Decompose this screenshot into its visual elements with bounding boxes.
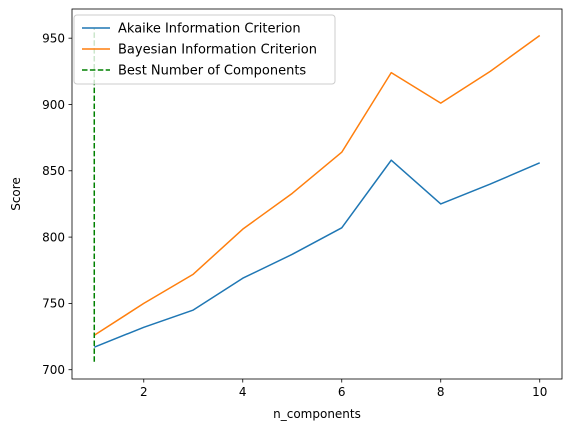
x-tick-label: 6 (338, 385, 346, 399)
y-tick-label: 950 (42, 31, 65, 45)
legend-entry-best-label: Best Number of Components (118, 64, 306, 79)
y-axis-label: Score (9, 177, 23, 211)
series-line-aic (93, 159, 541, 348)
y-tick-label: 900 (42, 98, 65, 112)
y-tick-label: 750 (42, 297, 65, 311)
y-tick-label: 700 (42, 363, 65, 377)
y-tick-label: 850 (42, 164, 65, 178)
y-tick-label: 800 (42, 230, 65, 244)
x-tick-label: 2 (140, 385, 148, 399)
axis-ticks: 2 4 6 8 10 700 750 800 850 900 950 (42, 31, 547, 399)
axes-spines (71, 8, 563, 380)
x-tick-label: 10 (532, 385, 547, 399)
legend-entry-aic-label: Akaike Information Criterion (118, 22, 301, 37)
x-axis-label: n_components (273, 407, 361, 421)
axes-frame (71, 8, 563, 380)
legend-entry-bic-label: Bayesian Information Criterion (118, 43, 317, 58)
x-tick-label: 4 (239, 385, 247, 399)
legend: Akaike Information Criterion Bayesian Inf… (73, 14, 336, 85)
series-line-bic (93, 34, 541, 336)
legend-box (73, 14, 336, 85)
x-tick-label: 8 (437, 385, 445, 399)
